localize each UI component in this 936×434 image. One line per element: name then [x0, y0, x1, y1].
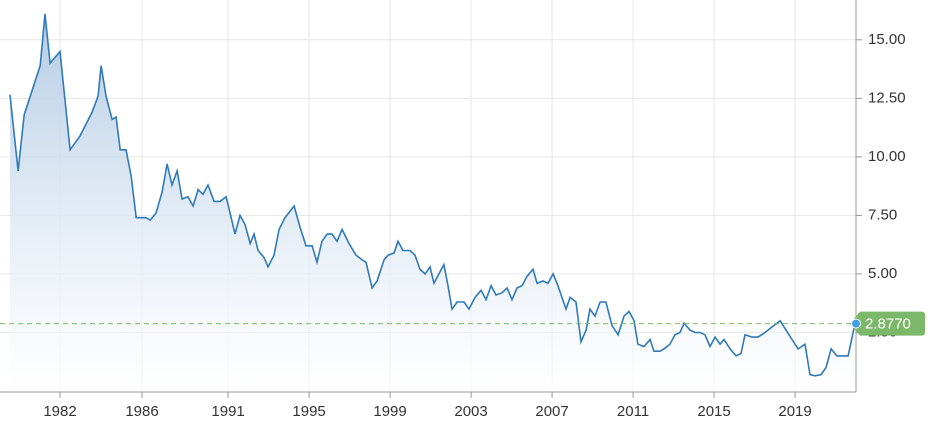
- line: [9, 13, 856, 377]
- x-tick-label: 2019: [778, 403, 811, 420]
- x-tick-label: 1999: [373, 403, 406, 420]
- current-label: 2.8770: [865, 316, 911, 333]
- x-tick-label: 1986: [125, 403, 158, 420]
- x-tick-label: 2011: [617, 403, 649, 420]
- current-dot: [851, 318, 861, 329]
- x-tick-label: 1995: [292, 403, 325, 420]
- y-tick-label: 15.00: [868, 31, 906, 48]
- area: [10, 14, 855, 391]
- y-tick-label: 12.50: [868, 89, 906, 106]
- x-tick-label: 1991: [211, 403, 244, 420]
- x-tick-label: 2007: [535, 403, 568, 420]
- y-tick-label: 10.00: [868, 148, 906, 165]
- y-tick-label: 5.00: [868, 265, 897, 282]
- y-tick-label: 7.50: [868, 206, 897, 223]
- x-tick-label: 1982: [43, 403, 76, 420]
- current-badge: [850, 311, 925, 336]
- x-tick-label: 2003: [454, 403, 487, 420]
- x-tick-label: 2015: [697, 403, 730, 420]
